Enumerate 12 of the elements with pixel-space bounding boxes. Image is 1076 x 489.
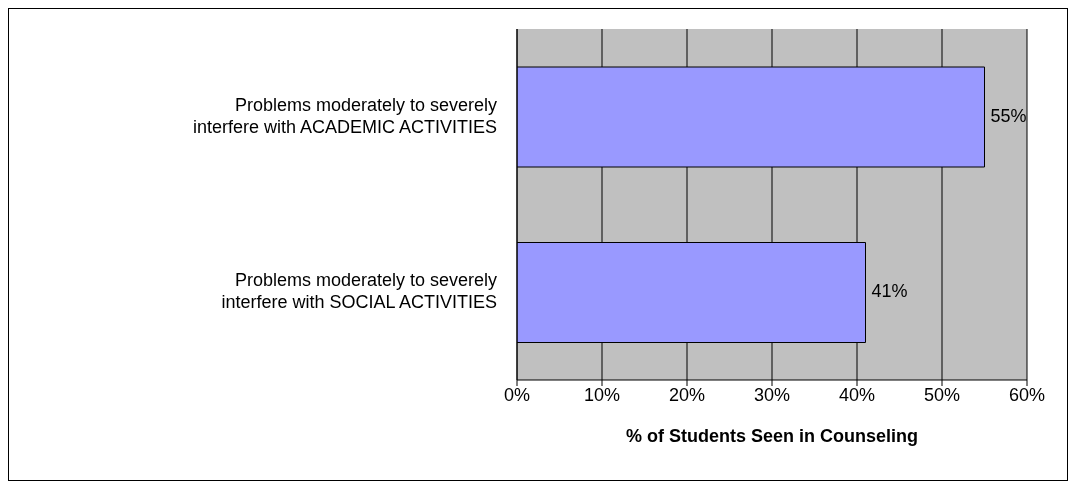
x-tick-label: 50% (923, 384, 961, 405)
x-tick-label: 30% (753, 384, 791, 405)
x-tick-label: 60% (1008, 384, 1046, 405)
data-label: 41% (871, 281, 908, 302)
x-axis-title: % of Students Seen in Counseling (625, 426, 919, 446)
x-tick-label: 20% (668, 384, 706, 405)
data-label: 55% (990, 105, 1027, 126)
x-tick-label: 0% (503, 384, 531, 405)
x-tick-label: 40% (838, 384, 876, 405)
y-tick-label: Problems moderately to severely interfere with SOCIAL ACTIVITIES (221, 270, 497, 312)
x-tick-label: 10% (583, 384, 621, 405)
y-tick-label: Problems moderately to severely interfere with ACADEMIC ACTIVITIES (192, 94, 497, 137)
